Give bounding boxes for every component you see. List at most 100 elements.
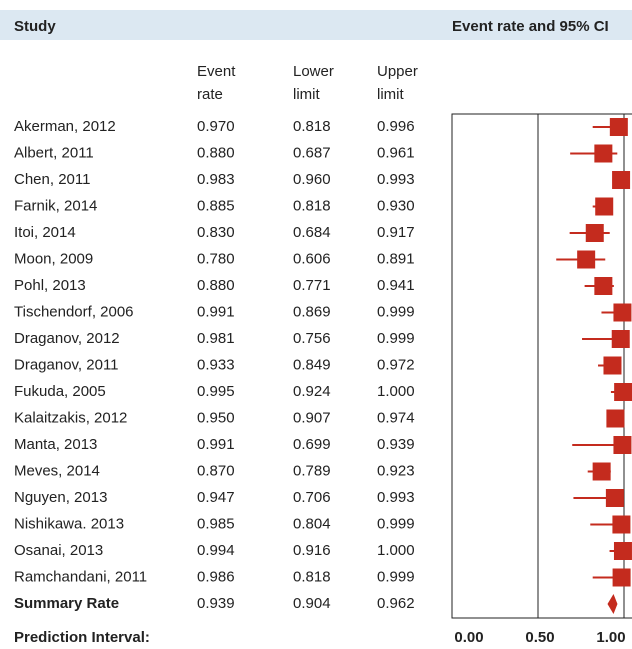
lower-limit: 0.606 <box>293 250 331 267</box>
summary-lower: 0.904 <box>293 595 331 612</box>
upper-limit: 0.941 <box>377 277 415 294</box>
point-estimate <box>609 118 628 136</box>
study-name: Nishikawa. 2013 <box>14 515 124 532</box>
study-name: Draganov, 2011 <box>14 356 119 373</box>
column-header: limit <box>377 86 404 103</box>
study-name: Meves, 2014 <box>14 462 100 479</box>
upper-limit: 0.930 <box>377 197 415 214</box>
study-name: Osanai, 2013 <box>14 542 103 559</box>
point-estimate <box>611 330 630 348</box>
upper-limit: 1.000 <box>377 542 415 559</box>
upper-limit: 0.917 <box>377 224 415 241</box>
summary-name: Summary Rate <box>14 595 119 612</box>
lower-limit: 0.818 <box>293 197 331 214</box>
column-header: rate <box>197 86 223 103</box>
point-estimate <box>594 277 613 295</box>
summary-upper: 0.962 <box>377 595 415 612</box>
upper-limit: 0.939 <box>377 436 415 453</box>
study-name: Manta, 2013 <box>14 436 97 453</box>
point-estimate <box>592 462 611 481</box>
study-name: Nguyen, 2013 <box>14 489 107 506</box>
point-estimate <box>603 356 622 375</box>
point-estimate <box>613 303 632 322</box>
event-rate: 0.981 <box>197 330 235 347</box>
event-rate: 0.885 <box>197 197 235 214</box>
event-rate: 0.970 <box>197 118 235 135</box>
upper-limit: 0.961 <box>377 144 415 161</box>
event-rate: 0.780 <box>197 250 235 267</box>
x-tick-label: 0.50 <box>525 629 554 646</box>
event-rate: 0.830 <box>197 224 235 241</box>
upper-limit: 1.000 <box>377 383 415 400</box>
study-name: Albert, 2011 <box>14 144 94 161</box>
x-tick-label: 1.00 <box>596 629 625 646</box>
study-name: Tischendorf, 2006 <box>14 303 134 320</box>
lower-limit: 0.706 <box>293 489 331 506</box>
column-header: Upper <box>377 63 418 80</box>
study-name: Ramchandani, 2011 <box>14 568 147 585</box>
point-estimate <box>606 409 625 428</box>
point-estimate <box>595 197 614 216</box>
lower-limit: 0.849 <box>293 356 331 373</box>
point-estimate <box>613 436 632 454</box>
study-name: Chen, 2011 <box>14 171 90 188</box>
study-name: Farnik, 2014 <box>14 197 97 214</box>
event-rate: 0.995 <box>197 383 235 400</box>
event-rate: 0.994 <box>197 542 235 559</box>
lower-limit: 0.818 <box>293 568 331 585</box>
column-header: limit <box>293 86 320 103</box>
point-estimate <box>577 250 596 269</box>
event-rate: 0.947 <box>197 489 235 506</box>
point-estimate <box>612 171 631 189</box>
upper-limit: 0.999 <box>377 303 415 320</box>
column-header: Lower <box>293 63 334 80</box>
study-name: Fukuda, 2005 <box>14 383 106 400</box>
event-rate: 0.983 <box>197 171 235 188</box>
lower-limit: 0.924 <box>293 383 331 400</box>
summary-rate: 0.939 <box>197 595 235 612</box>
event-rate: 0.870 <box>197 462 235 479</box>
lower-limit: 0.804 <box>293 515 331 532</box>
point-estimate <box>605 489 624 507</box>
header-band <box>0 10 632 40</box>
plot-header: Event rate and 95% CI <box>452 18 609 35</box>
lower-limit: 0.756 <box>293 330 331 347</box>
upper-limit: 0.999 <box>377 568 415 585</box>
study-name: Pohl, 2013 <box>14 277 86 294</box>
point-estimate <box>613 542 632 560</box>
study-name: Kalaitzakis, 2012 <box>14 409 127 426</box>
upper-limit: 0.972 <box>377 356 415 373</box>
point-estimate <box>612 515 631 534</box>
point-estimate <box>614 383 632 401</box>
study-header: Study <box>14 18 56 35</box>
prediction-label: Prediction Interval: <box>14 629 150 646</box>
lower-limit: 0.789 <box>293 462 331 479</box>
lower-limit: 0.916 <box>293 542 331 559</box>
event-rate: 0.933 <box>197 356 235 373</box>
upper-limit: 0.993 <box>377 171 415 188</box>
study-name: Akerman, 2012 <box>14 118 116 135</box>
event-rate: 0.880 <box>197 144 235 161</box>
x-tick-label: 0.00 <box>454 629 483 646</box>
point-estimate <box>594 144 613 163</box>
study-name: Draganov, 2012 <box>14 330 120 347</box>
lower-limit: 0.818 <box>293 118 331 135</box>
lower-limit: 0.771 <box>293 277 331 294</box>
lower-limit: 0.684 <box>293 224 331 241</box>
event-rate: 0.985 <box>197 515 235 532</box>
upper-limit: 0.974 <box>377 409 415 426</box>
lower-limit: 0.699 <box>293 436 331 453</box>
study-name: Moon, 2009 <box>14 250 93 267</box>
summary-diamond <box>607 594 618 614</box>
upper-limit: 0.996 <box>377 118 415 135</box>
study-name: Itoi, 2014 <box>14 224 76 241</box>
upper-limit: 0.923 <box>377 462 415 479</box>
event-rate: 0.991 <box>197 303 235 320</box>
event-rate: 0.986 <box>197 568 235 585</box>
upper-limit: 0.891 <box>377 250 415 267</box>
lower-limit: 0.687 <box>293 144 331 161</box>
upper-limit: 0.999 <box>377 515 415 532</box>
event-rate: 0.880 <box>197 277 235 294</box>
point-estimate <box>612 568 631 587</box>
event-rate: 0.991 <box>197 436 235 453</box>
